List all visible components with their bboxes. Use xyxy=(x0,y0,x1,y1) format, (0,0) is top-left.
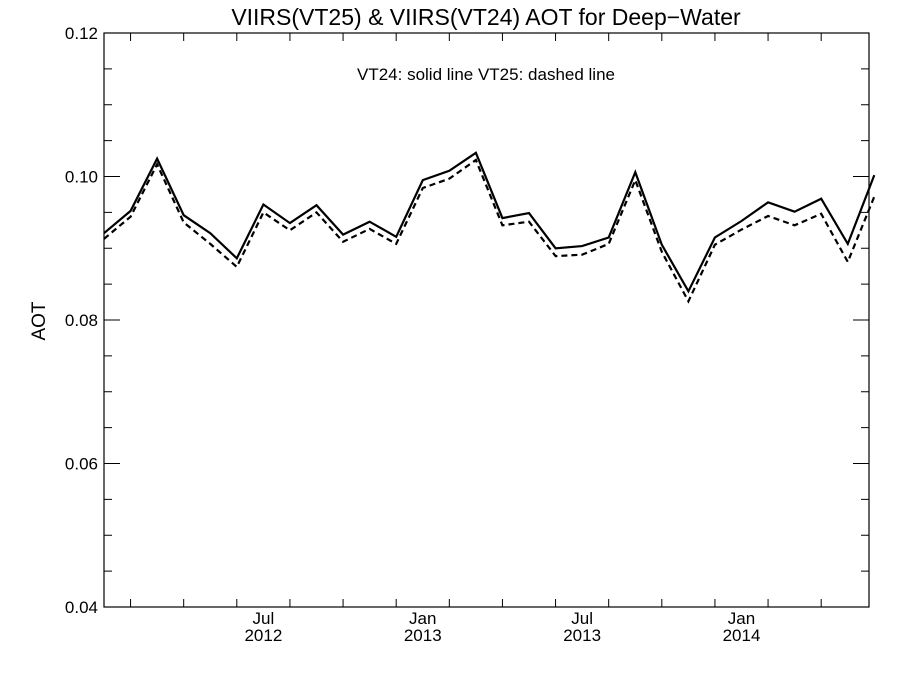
y-tick-label: 0.08 xyxy=(65,311,98,330)
axis-ticks xyxy=(104,32,869,608)
legend-annotation: VT24: solid line VT25: dashed line xyxy=(357,65,615,84)
chart-title: VIIRS(VT25) & VIIRS(VT24) AOT for Deep−W… xyxy=(231,4,741,30)
x-tick-label-month: Jul xyxy=(253,609,275,628)
y-tick-labels: 0.04 0.06 0.08 0.10 0.12 xyxy=(65,24,98,617)
y-axis-label: AOT xyxy=(29,301,50,340)
x-tick-label-year: 2014 xyxy=(723,626,761,645)
x-tick-label-year: 2012 xyxy=(244,626,282,645)
y-tick-label: 0.12 xyxy=(65,24,98,43)
y-tick-label: 0.04 xyxy=(65,598,98,617)
x-tick-label-month: Jan xyxy=(728,609,755,628)
x-tick-label-year: 2013 xyxy=(563,626,601,645)
series-line-vt24 xyxy=(103,151,876,294)
series-line-vt25 xyxy=(103,158,876,304)
x-tick-label-month: Jul xyxy=(571,609,593,628)
data-series xyxy=(103,151,876,304)
plot-frame xyxy=(103,32,870,608)
x-tick-label-month: Jan xyxy=(409,609,436,628)
x-tick-label-year: 2013 xyxy=(404,626,442,645)
y-tick-label: 0.06 xyxy=(65,455,98,474)
y-tick-label: 0.10 xyxy=(65,168,98,187)
